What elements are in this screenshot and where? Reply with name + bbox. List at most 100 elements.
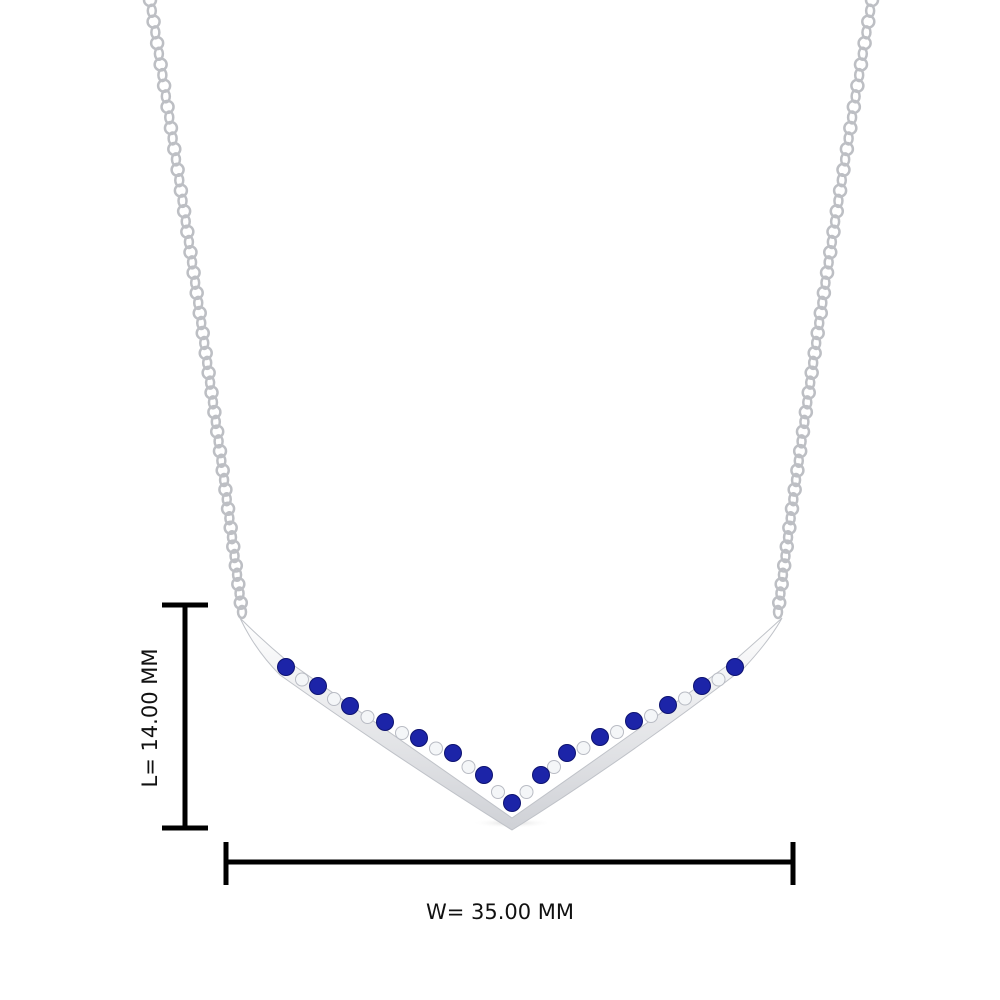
diamond (547, 760, 561, 774)
chain-link (228, 558, 244, 573)
chain-link (198, 335, 210, 351)
diamond (576, 741, 591, 755)
chain-link (186, 255, 198, 270)
chain-link (180, 214, 191, 229)
chain-link (210, 414, 222, 430)
chain-link (221, 491, 232, 507)
chain-link (224, 511, 235, 526)
diamond-stones (295, 672, 726, 799)
chain-link (772, 604, 784, 620)
chain-link (833, 193, 844, 209)
chain-link (234, 586, 245, 601)
chain-link (782, 529, 794, 545)
chain-link (198, 345, 213, 361)
chain-link (204, 375, 216, 390)
diamond (491, 785, 505, 799)
chain-link (804, 375, 816, 390)
chain-link (793, 453, 805, 469)
chain-link (823, 255, 834, 270)
chain-link (226, 539, 241, 554)
chain-link (776, 558, 792, 573)
chain-link (218, 472, 230, 488)
chain-link (836, 172, 848, 188)
chain-link (779, 539, 795, 554)
chain-link (189, 275, 201, 290)
chain-link (183, 234, 195, 250)
sapphire (693, 677, 711, 695)
chain-link (799, 414, 810, 430)
chain-link (226, 529, 238, 545)
sapphire (659, 696, 677, 714)
chain-link (813, 315, 825, 331)
chain-link (780, 548, 791, 564)
chain-link (204, 385, 219, 400)
chain-link (212, 443, 228, 459)
chain-link (231, 576, 246, 592)
chain-link (826, 234, 838, 250)
chain-link (775, 586, 786, 601)
chain-left (142, 0, 249, 620)
diamond (395, 726, 409, 740)
chain-link (233, 595, 249, 610)
chain-link (777, 567, 789, 583)
sapphire (309, 677, 327, 695)
chain-link (782, 520, 797, 535)
diamond (429, 741, 443, 756)
chain-link (236, 604, 248, 620)
chain-link (820, 275, 831, 290)
width-label: W= 35.00 MM (425, 900, 575, 924)
chain-right (771, 0, 880, 620)
chain-link (201, 355, 213, 371)
sapphire (475, 766, 493, 784)
width-dimension-marker (223, 842, 796, 885)
chain-link (817, 295, 828, 311)
length-label: L= 14.00 MM (138, 648, 162, 788)
chain-link (801, 385, 816, 400)
chain-link (209, 424, 225, 439)
chain-link (829, 214, 841, 229)
sapphire (558, 744, 576, 762)
chain-link (170, 152, 182, 167)
length-dimension-marker (162, 602, 208, 831)
chain-link (788, 491, 799, 507)
chain-link (790, 463, 805, 478)
sapphire (410, 729, 428, 747)
chain-link (229, 548, 240, 564)
chain-link (771, 595, 787, 610)
diamond (610, 725, 624, 739)
sapphire (532, 766, 550, 784)
chain-link (798, 404, 814, 420)
diamond (461, 760, 476, 774)
chain-link (787, 482, 802, 497)
chain-link (207, 404, 222, 420)
chain-link (807, 345, 822, 361)
diamond (360, 710, 375, 724)
chain-link (201, 365, 216, 381)
chain-link (774, 576, 789, 592)
chain-link (785, 511, 796, 526)
sapphire (625, 712, 643, 730)
chain-link (784, 501, 800, 516)
diamond (327, 692, 341, 706)
chain-link (216, 453, 227, 469)
chain-link (839, 152, 851, 167)
chain-link (804, 365, 819, 381)
sapphire (444, 744, 462, 762)
chain-link (177, 193, 188, 209)
chain-link (192, 295, 204, 311)
chain-link (790, 472, 802, 488)
sapphire-stones (277, 658, 744, 812)
chain-link (792, 443, 808, 459)
chain-link (795, 424, 811, 439)
sapphire (277, 658, 295, 676)
sapphire (726, 658, 744, 676)
chain-link (231, 567, 243, 583)
diamond (711, 672, 726, 687)
chain-link (174, 172, 185, 188)
sapphire (591, 728, 609, 746)
diamond (295, 672, 309, 687)
chain-link (223, 520, 238, 535)
chain-link (218, 482, 233, 497)
